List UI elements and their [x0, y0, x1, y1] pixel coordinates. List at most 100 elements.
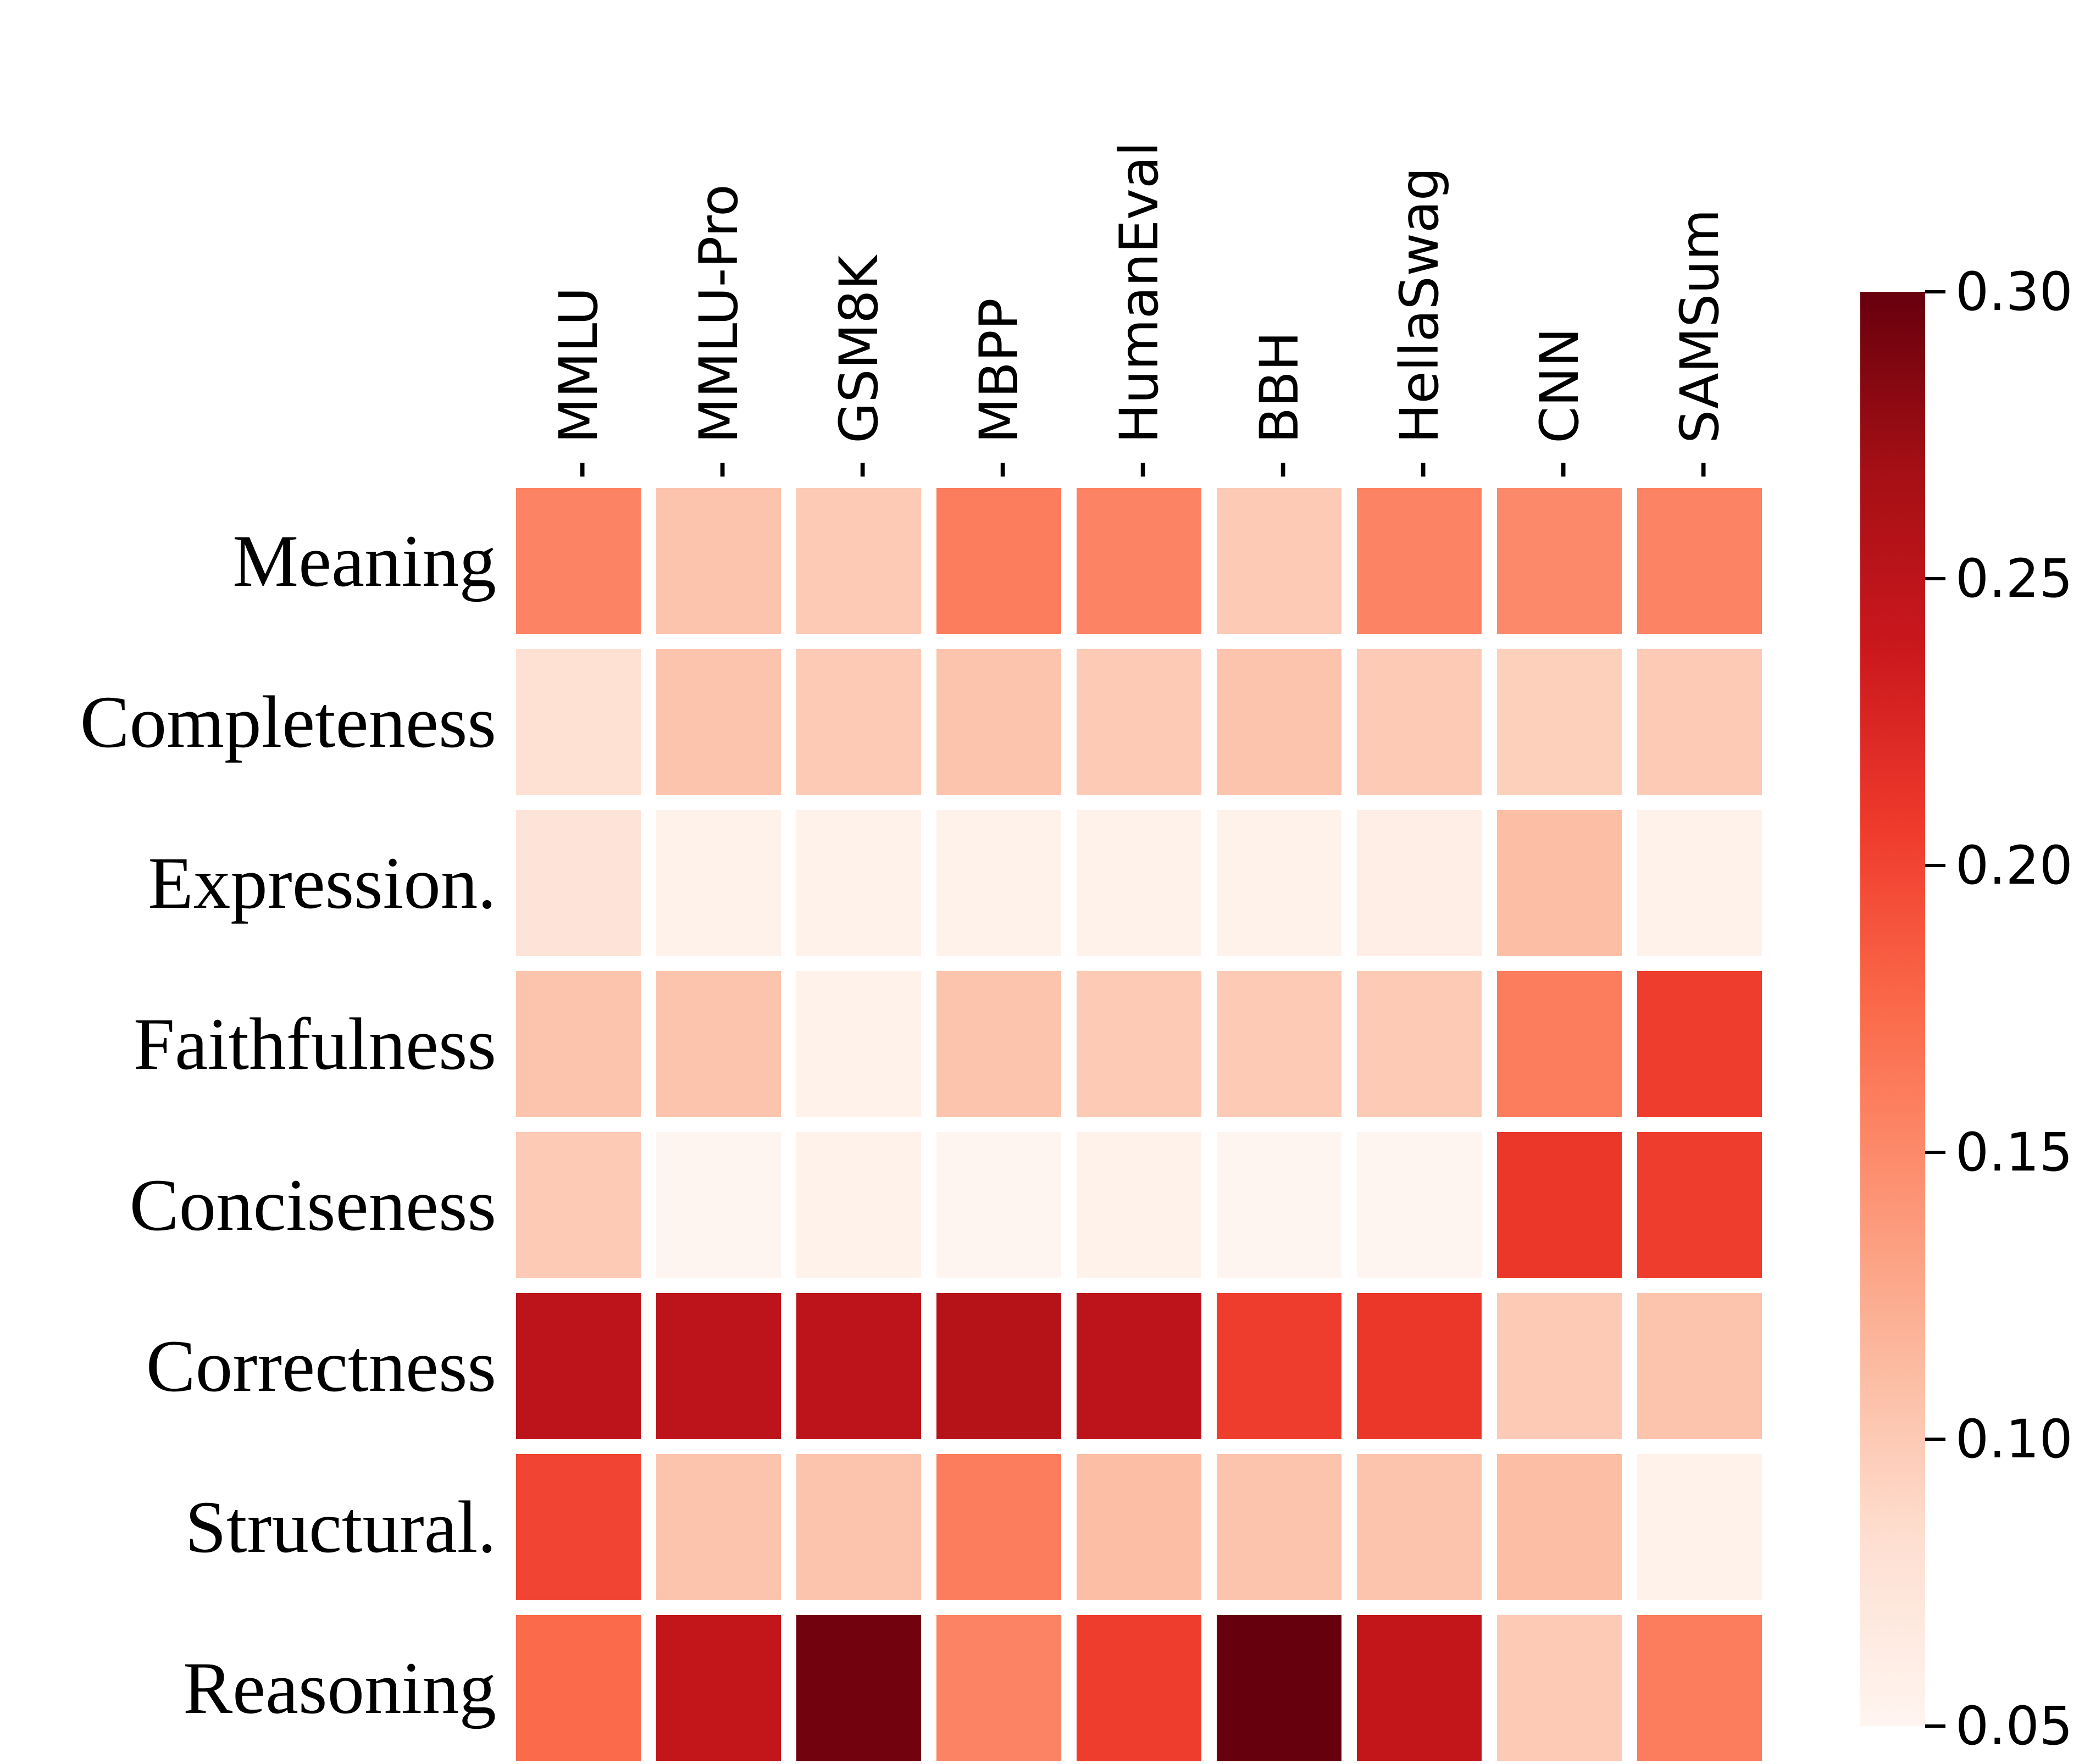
colorbar-tick-mark: [1925, 290, 1945, 293]
column-label: - SAMSum: [1669, 209, 1731, 479]
heatmap-cell: [796, 649, 921, 795]
heatmap-cell: [796, 1132, 921, 1278]
heatmap-cell: [1637, 810, 1762, 956]
row-label: Reasoning: [183, 1647, 496, 1729]
heatmap-cell: [656, 1454, 781, 1600]
heatmap-cell: [1077, 971, 1201, 1117]
colorbar-tick-label: 0.10: [1955, 1408, 2073, 1470]
heatmap-cell: [656, 1132, 781, 1278]
colorbar-tick-mark: [1925, 864, 1945, 867]
heatmap-cell: [1077, 1615, 1201, 1761]
column-tick: -: [1668, 460, 1731, 479]
column-label-text: HellaSwag: [1388, 167, 1450, 443]
column-label: - GSM8K: [828, 256, 890, 479]
colorbar-tick-label: 0.25: [1955, 548, 2073, 609]
column-label-text: BBH: [1248, 331, 1310, 443]
heatmap-cell: [1497, 488, 1622, 634]
column-label: - MMLU-Pro: [688, 184, 750, 479]
column-label-text: CNN: [1528, 328, 1590, 443]
colorbar-tick-mark: [1925, 1724, 1945, 1728]
column-label: - MBPP: [968, 298, 1030, 479]
heatmap-cell: [1497, 1615, 1622, 1761]
column-tick: -: [1108, 460, 1170, 479]
heatmap-cell: [656, 1293, 781, 1439]
heatmap-cell: [1217, 810, 1341, 956]
heatmap-cell: [656, 649, 781, 795]
colorbar-tick-label: 0.05: [1955, 1695, 2073, 1757]
heatmap-cell: [936, 1293, 1061, 1439]
heatmap-cell: [1497, 649, 1622, 795]
column-tick: -: [1248, 460, 1310, 479]
heatmap-cell: [1217, 1132, 1341, 1278]
heatmap-cell: [1217, 1293, 1341, 1439]
heatmap-cell: [936, 488, 1061, 634]
heatmap-cell: [516, 1454, 641, 1600]
column-label-text: HumanEval: [1108, 141, 1170, 443]
heatmap-cell: [1637, 971, 1762, 1117]
heatmap-cell: [1497, 971, 1622, 1117]
heatmap-cell: [1357, 488, 1482, 634]
heatmap-cell: [1637, 1293, 1762, 1439]
heatmap-cell: [796, 488, 921, 634]
heatmap-cell: [936, 1132, 1061, 1278]
heatmap-cell: [516, 1615, 641, 1761]
heatmap-cell: [516, 1293, 641, 1439]
heatmap-grid: [516, 488, 1762, 1761]
heatmap-cell: [516, 649, 641, 795]
heatmap-cell: [936, 810, 1061, 956]
heatmap-cell: [1637, 1615, 1762, 1761]
heatmap-cell: [936, 1615, 1061, 1761]
heatmap-cell: [1357, 971, 1482, 1117]
column-label: - HellaSwag: [1388, 167, 1450, 479]
heatmap-cell: [1637, 488, 1762, 634]
heatmap-cell: [656, 1615, 781, 1761]
heatmap-cell: [936, 1454, 1061, 1600]
heatmap-cell: [1497, 1454, 1622, 1600]
row-label: Conciseness: [129, 1164, 496, 1246]
heatmap-cell: [1357, 1132, 1482, 1278]
heatmap-cell: [516, 810, 641, 956]
column-label-text: MBPP: [968, 298, 1030, 443]
column-label-text: SAMSum: [1668, 209, 1731, 443]
heatmap-cell: [656, 971, 781, 1117]
column-label: - BBH: [1248, 331, 1310, 479]
row-label: Structural.: [185, 1486, 496, 1568]
column-tick: -: [547, 460, 609, 479]
heatmap-cell: [1217, 488, 1341, 634]
column-label-text: MMLU: [547, 287, 609, 443]
heatmap-cell: [1077, 1293, 1201, 1439]
heatmap-cell: [796, 1454, 921, 1600]
heatmap-cell: [936, 649, 1061, 795]
heatmap-row-labels: Meaning Completeness Expression. Faithfulne…: [0, 488, 496, 1761]
heatmap-cell: [1217, 1615, 1341, 1761]
column-tick: -: [828, 460, 890, 479]
heatmap-cell: [1637, 649, 1762, 795]
colorbar-tick-mark: [1925, 1438, 1945, 1441]
heatmap-cell: [1357, 1293, 1482, 1439]
heatmap-cell: [1217, 649, 1341, 795]
colorbar-gradient: [1860, 292, 1925, 1726]
column-label: - MMLU: [547, 287, 609, 479]
heatmap-cell: [796, 810, 921, 956]
colorbar-tick-mark: [1925, 577, 1945, 580]
column-tick: -: [688, 460, 750, 479]
row-label: Completeness: [80, 681, 496, 763]
column-tick: -: [968, 460, 1030, 479]
heatmap-cell: [516, 1132, 641, 1278]
heatmap-cell: [1357, 1454, 1482, 1600]
colorbar-tick-mark: [1925, 1151, 1945, 1154]
column-label-text: MMLU-Pro: [688, 184, 750, 443]
heatmap-cell: [1497, 810, 1622, 956]
row-label: Meaning: [232, 520, 496, 602]
column-tick: -: [1388, 460, 1450, 479]
heatmap-cell: [1077, 810, 1201, 956]
heatmap-cell: [1077, 1454, 1201, 1600]
heatmap-cell: [1357, 810, 1482, 956]
column-label: - CNN: [1528, 328, 1590, 479]
colorbar-tick-label: 0.30: [1955, 261, 2073, 323]
heatmap-cell: [1217, 1454, 1341, 1600]
heatmap-cell: [1357, 1615, 1482, 1761]
heatmap-cell: [1497, 1132, 1622, 1278]
row-label: Faithfulness: [134, 1003, 496, 1085]
